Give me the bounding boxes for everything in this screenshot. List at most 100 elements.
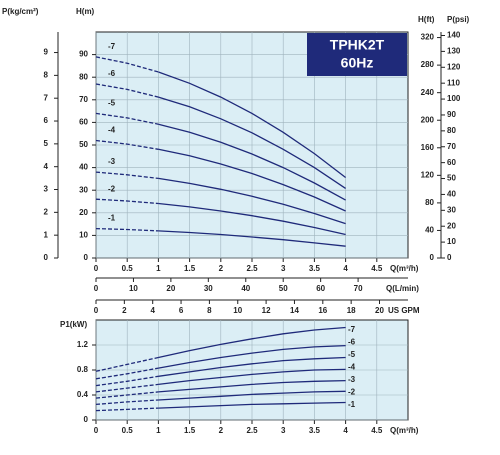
y-tick-label: 1.2 bbox=[77, 340, 89, 349]
x-tick-label: 3.5 bbox=[309, 264, 321, 273]
y-axis-label: H(m) bbox=[76, 7, 95, 16]
y-tick-label: 0 bbox=[447, 253, 452, 262]
curve bbox=[158, 230, 346, 247]
x-tick-label: 10 bbox=[129, 284, 138, 293]
x-tick-label: 2.5 bbox=[246, 426, 258, 435]
x-tick-label: 3 bbox=[281, 426, 286, 435]
y-tick-label: 100 bbox=[447, 94, 461, 103]
y-tick-label: 50 bbox=[79, 140, 88, 149]
y-tick-label: 120 bbox=[447, 62, 461, 71]
y-tick-label: 1 bbox=[44, 230, 49, 239]
x-tick-label: 3.5 bbox=[309, 426, 321, 435]
y-tick-label: 60 bbox=[79, 118, 88, 127]
curve bbox=[158, 71, 346, 179]
y-tick-label: 160 bbox=[421, 143, 435, 152]
curve-dashed bbox=[95, 56, 159, 73]
curve-dashed bbox=[95, 356, 159, 372]
y-tick-label: 320 bbox=[421, 33, 435, 42]
y-tick-label: 130 bbox=[447, 46, 461, 55]
series-label: -6 bbox=[108, 69, 116, 78]
y-tick-label: 20 bbox=[79, 208, 88, 217]
x-tick-label: 2 bbox=[219, 426, 224, 435]
y-tick-label: 0.4 bbox=[77, 390, 89, 399]
y-tick-label: 30 bbox=[447, 205, 456, 214]
curve-dashed bbox=[95, 83, 159, 98]
series-label: -3 bbox=[108, 157, 116, 166]
curve-dashed bbox=[95, 139, 159, 150]
series-label: -1 bbox=[348, 400, 356, 409]
y-tick-label: 0.8 bbox=[77, 365, 89, 374]
curve-dashed bbox=[95, 112, 159, 125]
y-tick-label: 40 bbox=[425, 226, 434, 235]
curve bbox=[158, 356, 346, 377]
y-tick-label: 0 bbox=[84, 415, 89, 424]
y-tick-label: 60 bbox=[447, 158, 456, 167]
y-tick-label: 90 bbox=[447, 110, 456, 119]
y-tick-label: 6 bbox=[44, 116, 49, 125]
x-tick-label: 4.5 bbox=[371, 426, 383, 435]
series-label: -5 bbox=[108, 98, 116, 107]
y-tick-label: 80 bbox=[425, 198, 434, 207]
curve-dashed bbox=[95, 407, 159, 412]
curve bbox=[158, 344, 346, 369]
y-tick-label: 120 bbox=[421, 170, 435, 179]
y-tick-label: 8 bbox=[44, 70, 49, 79]
curve-dashed bbox=[95, 227, 159, 232]
curve bbox=[158, 177, 346, 225]
series-label: -3 bbox=[348, 375, 356, 384]
x-tick-label: 60 bbox=[316, 284, 325, 293]
x-tick-label: 8 bbox=[207, 306, 212, 315]
y-tick-label: 80 bbox=[79, 72, 88, 81]
y-axis-label: P1(kW) bbox=[60, 320, 87, 329]
curve bbox=[158, 390, 346, 401]
x-tick-label: 2.5 bbox=[246, 264, 258, 273]
y-tick-label: 240 bbox=[421, 88, 435, 97]
y-tick-label: 0 bbox=[430, 253, 435, 262]
y-tick-label: 4 bbox=[44, 162, 49, 171]
curve-dashed bbox=[95, 375, 159, 387]
series-label: -5 bbox=[348, 350, 356, 359]
x-tick-label: 3 bbox=[281, 264, 286, 273]
x-tick-label: 30 bbox=[204, 284, 213, 293]
y-axis-label: P(psi) bbox=[447, 15, 470, 24]
y-tick-label: 50 bbox=[447, 174, 456, 183]
series-label: -2 bbox=[348, 388, 356, 397]
x-axis-label: Q(m³/h) bbox=[390, 426, 419, 435]
x-tick-label: 10 bbox=[233, 306, 242, 315]
y-tick-label: 40 bbox=[447, 190, 456, 199]
x-tick-label: 0 bbox=[94, 306, 99, 315]
curve-dashed bbox=[95, 399, 159, 406]
x-tick-label: 14 bbox=[290, 306, 299, 315]
x-tick-label: 0.5 bbox=[122, 426, 134, 435]
x-tick-label: 4 bbox=[343, 264, 348, 273]
y-tick-label: 70 bbox=[447, 142, 456, 151]
x-tick-label: 50 bbox=[279, 284, 288, 293]
curve bbox=[158, 401, 346, 409]
x-tick-label: 0.5 bbox=[122, 264, 134, 273]
y-tick-label: 80 bbox=[447, 126, 456, 135]
curve-dashed bbox=[95, 171, 159, 180]
y-axis-label: H(ft) bbox=[418, 15, 435, 24]
curve bbox=[158, 368, 346, 386]
curve-dashed bbox=[95, 391, 159, 399]
y-tick-label: 0 bbox=[84, 253, 89, 262]
series-label: -4 bbox=[348, 363, 356, 372]
x-tick-label: 16 bbox=[318, 306, 327, 315]
x-axis-label: US GPM bbox=[388, 306, 420, 315]
x-tick-label: 2 bbox=[219, 264, 224, 273]
curve bbox=[158, 379, 346, 393]
curve bbox=[158, 96, 346, 189]
series-label: -7 bbox=[108, 42, 116, 51]
x-tick-label: 20 bbox=[166, 284, 175, 293]
series-label: -6 bbox=[348, 338, 356, 347]
x-tick-label: 4 bbox=[150, 306, 155, 315]
x-tick-label: 1 bbox=[156, 264, 161, 273]
y-tick-label: 9 bbox=[44, 48, 49, 57]
curve-dashed bbox=[95, 367, 159, 380]
x-axis-label: Q(L/min) bbox=[386, 284, 419, 293]
y-tick-label: 40 bbox=[79, 163, 88, 172]
y-tick-label: 10 bbox=[79, 231, 88, 240]
y-tick-label: 2 bbox=[44, 207, 49, 216]
title-box bbox=[307, 33, 407, 76]
